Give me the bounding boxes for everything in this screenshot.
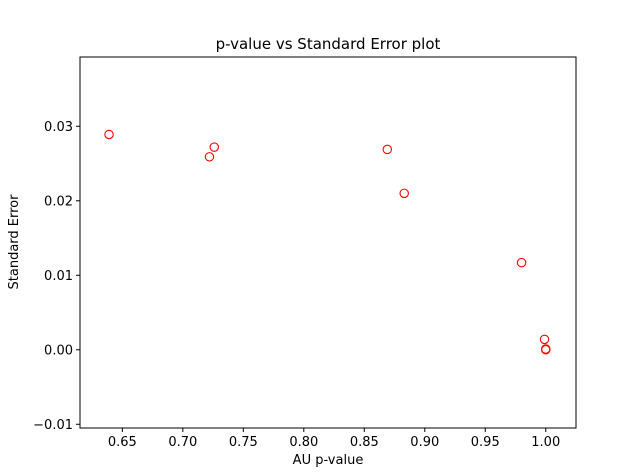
y-axis: −0.01 0.00 0.01 0.02 0.03 [33,120,80,433]
x-axis: 0.65 0.70 0.75 0.80 0.85 0.90 0.95 1.00 [108,428,560,450]
y-tick-label: 0.03 [44,120,73,135]
x-tick-label: 0.85 [350,435,379,450]
data-point [209,142,220,152]
x-axis-label: AU p-value [293,453,364,468]
y-axis-label: Standard Error [7,194,22,290]
plot-area [79,56,577,429]
y-tick-label: 0.00 [44,343,73,358]
data-points [104,129,551,355]
y-tick-label: 0.01 [44,269,73,284]
data-point [541,345,551,355]
x-tick-label: 0.70 [168,435,197,450]
x-tick-label: 0.90 [410,435,439,450]
data-point [382,144,393,155]
data-point [104,129,114,140]
x-tick-label: 0.65 [108,435,137,450]
data-point [539,334,550,345]
y-tick-label: 0.02 [44,194,73,209]
x-tick-label: 0.75 [229,435,258,450]
x-tick-label: 1.00 [531,435,560,450]
data-point [399,188,409,199]
data-point [516,257,527,268]
data-point [204,152,215,162]
y-tick-label: −0.01 [33,418,73,433]
x-tick-label: 0.80 [289,435,318,450]
x-tick-label: 0.95 [471,435,500,450]
chart-title: p-value vs Standard Error plot [216,35,441,53]
